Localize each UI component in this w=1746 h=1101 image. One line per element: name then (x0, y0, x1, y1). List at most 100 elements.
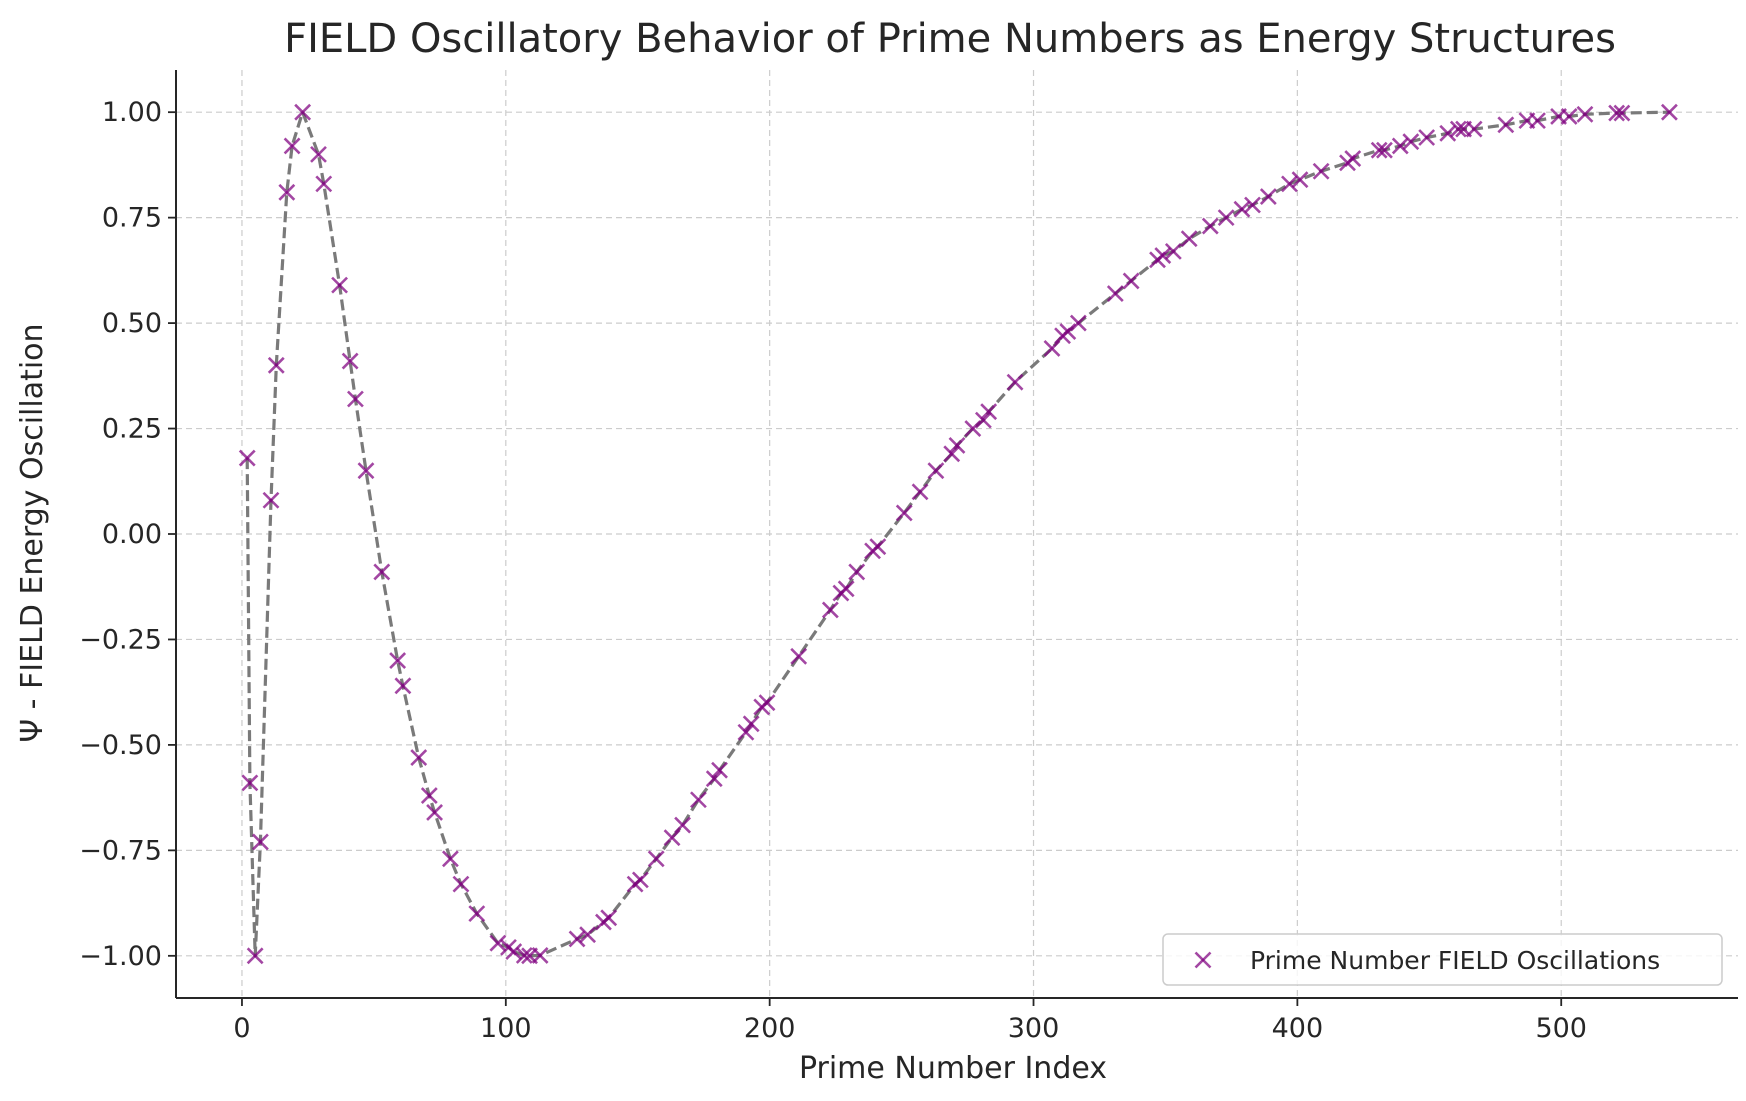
data-point (262, 491, 280, 509)
marker-stroke (1418, 129, 1436, 146)
marker-stroke (1660, 103, 1678, 121)
marker-stroke (1291, 171, 1309, 189)
marker-stroke (1344, 150, 1362, 168)
marker-stroke (742, 715, 760, 733)
x-tick-label: 300 (1008, 1013, 1060, 1044)
data-point (1344, 150, 1362, 168)
data-point (410, 749, 428, 766)
marker-stroke (331, 276, 349, 294)
data-point (1391, 137, 1409, 155)
data-point (869, 538, 887, 556)
marker-stroke (848, 563, 866, 581)
marker-stroke (758, 694, 776, 712)
data-point (895, 504, 913, 522)
data-point (663, 829, 681, 847)
marker-stroke (315, 175, 333, 193)
marker-stroke (964, 420, 982, 437)
data-point (1529, 112, 1546, 130)
data-point (241, 774, 259, 792)
data-point (711, 761, 728, 779)
marker-stroke (927, 462, 945, 480)
y-tick-label: −0.75 (79, 835, 162, 866)
marker-stroke (1233, 200, 1251, 218)
marker-stroke (426, 803, 443, 821)
data-point (505, 943, 523, 961)
data-point (758, 694, 776, 712)
grid-lines (176, 70, 1738, 998)
data-point (331, 276, 349, 294)
marker-stroke (357, 462, 375, 480)
data-point (1291, 171, 1309, 189)
marker-stroke (515, 946, 533, 964)
data-point (1217, 209, 1235, 227)
data-point (1006, 373, 1024, 391)
data-point (1465, 120, 1483, 138)
data-point (267, 356, 285, 374)
data-point (1233, 200, 1251, 218)
data-point (420, 787, 438, 804)
marker-stroke (1576, 105, 1594, 123)
marker-stroke (389, 652, 407, 669)
data-point (1069, 314, 1087, 332)
y-tick-label: 1.00 (102, 97, 162, 128)
data-point (1259, 188, 1277, 205)
marker-stroke (1312, 162, 1330, 180)
marker-stroke (489, 934, 507, 952)
legend-label: Prime Number FIELD Oscillations (1250, 946, 1660, 975)
marker-stroke (310, 145, 327, 163)
marker-stroke (1122, 272, 1140, 290)
marker-stroke (505, 943, 523, 961)
data-point (1439, 124, 1457, 142)
x-tick-label: 100 (480, 1013, 532, 1044)
y-ticks: 1.00 0.75 0.50 0.25 0.00 −0.25 −0.50 −0.75 −1.00 (79, 97, 176, 972)
data-point (1576, 105, 1594, 123)
marker-stroke (980, 403, 998, 421)
data-points (238, 103, 1678, 965)
marker-stroke (1529, 112, 1546, 130)
data-point (283, 137, 301, 155)
marker-stroke (1376, 141, 1393, 159)
marker-stroke (410, 749, 428, 766)
marker-stroke (705, 770, 723, 788)
marker-stroke (1449, 120, 1467, 138)
marker-stroke (821, 601, 839, 619)
data-point (373, 563, 391, 581)
legend: Prime Number FIELD Oscillations (1162, 933, 1723, 986)
marker-stroke (943, 445, 961, 463)
marker-stroke (238, 449, 256, 467)
marker-stroke (600, 909, 618, 927)
data-point (1608, 104, 1626, 122)
marker-stroke (1201, 217, 1219, 235)
data-point (489, 934, 507, 952)
marker-stroke (1244, 196, 1261, 214)
marker-stroke (974, 411, 992, 429)
marker-stroke (1164, 242, 1182, 260)
data-point (674, 816, 692, 834)
marker-stroke (267, 356, 285, 374)
marker-stroke (1059, 323, 1077, 340)
marker-stroke (1006, 373, 1024, 391)
data-point (426, 803, 443, 821)
data-point (1164, 242, 1182, 260)
y-tick-label: 0.00 (102, 519, 162, 550)
marker-stroke (663, 829, 681, 847)
data-point (579, 926, 597, 944)
marker-stroke (1370, 141, 1388, 159)
data-point (341, 352, 359, 370)
data-point (974, 411, 992, 429)
data-point (911, 483, 929, 501)
data-point (1418, 129, 1436, 146)
marker-stroke (1560, 107, 1578, 125)
marker-stroke (1281, 175, 1298, 193)
legend-x-marker (1194, 951, 1212, 969)
data-point (515, 946, 533, 964)
marker-stroke (674, 816, 692, 834)
data-point (1376, 141, 1393, 159)
marker-stroke (647, 850, 665, 868)
data-point (441, 850, 459, 868)
data-point (246, 947, 264, 965)
marker-stroke (568, 930, 586, 948)
marker-stroke (790, 647, 808, 665)
marker-stroke (711, 761, 728, 779)
data-point (705, 770, 723, 788)
